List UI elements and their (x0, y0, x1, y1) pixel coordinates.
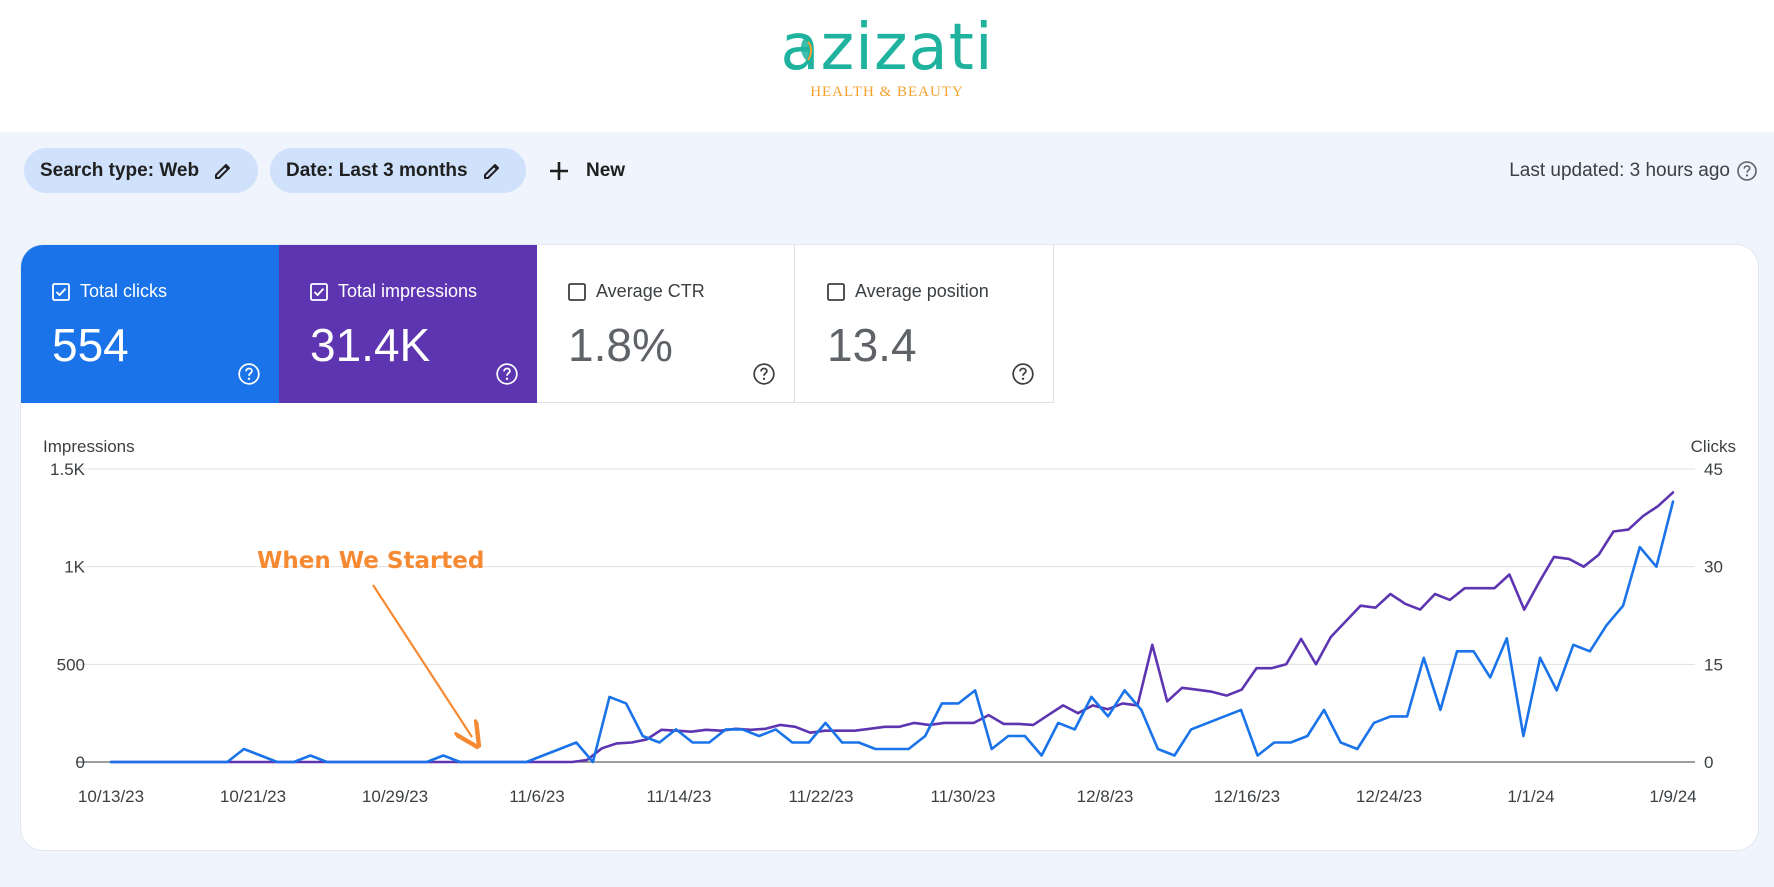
x-tick-label: 12/16/23 (1214, 787, 1280, 806)
x-tick-label: 11/22/23 (789, 787, 854, 806)
y-tick-label-left: 0 (76, 753, 85, 772)
checkbox-checked-icon[interactable] (310, 282, 328, 301)
x-tick-label: 12/24/23 (1356, 787, 1422, 806)
help-icon[interactable] (1011, 362, 1035, 386)
y-tick-label-right: 0 (1704, 753, 1713, 772)
checkbox-unchecked-icon[interactable] (568, 282, 586, 301)
help-icon[interactable] (1736, 160, 1758, 182)
annotation-label: When We Started (257, 548, 484, 574)
pencil-icon (482, 161, 502, 181)
metric-label: Total clicks (80, 281, 168, 301)
x-tick-label: 1/9/24 (1649, 787, 1696, 806)
pencil-icon (213, 161, 233, 181)
y-axis-right-title: Clicks (1691, 437, 1736, 456)
help-icon[interactable] (495, 362, 519, 386)
checkbox-checked-icon[interactable] (52, 282, 70, 301)
metric-value: 1.8% (568, 319, 673, 371)
filter-bar: Search type: Web Date: Last 3 months New… (0, 132, 1774, 210)
x-tick-label: 12/8/23 (1077, 787, 1134, 806)
metric-total-clicks[interactable]: Total clicks 554 (21, 245, 279, 403)
y-tick-label-right: 45 (1704, 460, 1723, 479)
x-tick-label: 11/14/23 (647, 787, 712, 806)
help-icon[interactable] (752, 362, 776, 386)
brand-wordmark: azizati (780, 11, 994, 85)
series-line-clicks (109, 500, 1675, 764)
checkbox-unchecked-icon[interactable] (827, 282, 845, 301)
metric-average-position[interactable]: Average position 13.4 (796, 245, 1054, 403)
brand-header: azizati HEALTH & BEAUTY (0, 0, 1774, 132)
x-tick-label: 10/21/23 (220, 787, 286, 806)
metric-total-impressions[interactable]: Total impressions 31.4K (279, 245, 537, 403)
metric-label: Average position (855, 281, 989, 301)
plus-icon (548, 160, 570, 182)
y-tick-label-right: 30 (1704, 558, 1723, 577)
leaf-icon (800, 36, 814, 62)
metric-value: 554 (52, 319, 129, 371)
date-label: Date: Last 3 months (286, 159, 468, 181)
y-axis-left-title: Impressions (43, 437, 135, 456)
x-tick-label: 11/30/23 (931, 787, 996, 806)
search-type-label: Search type: Web (40, 159, 200, 181)
help-icon[interactable] (237, 362, 261, 386)
metric-label: Average CTR (596, 281, 705, 301)
metric-average-ctr[interactable]: Average CTR 1.8% (537, 245, 795, 403)
y-tick-label-left: 1.5K (50, 460, 86, 479)
y-tick-label-left: 500 (57, 655, 85, 674)
last-updated: Last updated: 3 hours ago (1509, 160, 1758, 182)
y-tick-label-right: 15 (1704, 655, 1723, 674)
x-tick-label: 10/13/23 (78, 787, 144, 806)
new-filter-button[interactable]: New (548, 148, 625, 193)
series-line-impressions (109, 491, 1675, 764)
brand-tagline: HEALTH & BEAUTY (810, 84, 964, 100)
date-chip[interactable]: Date: Last 3 months (270, 148, 526, 193)
metric-label: Total impressions (338, 281, 478, 301)
annotation-arrow (372, 584, 472, 737)
y-tick-label-left: 1K (64, 558, 85, 577)
x-tick-label: 10/29/23 (362, 787, 428, 806)
new-filter-label: New (586, 159, 626, 181)
metric-value: 13.4 (827, 319, 917, 371)
x-tick-label: 11/6/23 (509, 787, 564, 806)
x-tick-label: 1/1/24 (1507, 787, 1554, 806)
performance-chart: Impressions Clicks 0 0 500 15 1K 30 1.5K 45 10/13/… (43, 437, 1736, 806)
metric-value: 31.4K (310, 319, 431, 371)
last-updated-text: Last updated: 3 hours ago (1509, 160, 1730, 181)
brand-logo: azizati HEALTH & BEAUTY (772, 8, 1012, 108)
search-type-chip[interactable]: Search type: Web (24, 148, 258, 193)
performance-card: Total clicks 554 Total impressions 31.4K… (21, 245, 1758, 850)
